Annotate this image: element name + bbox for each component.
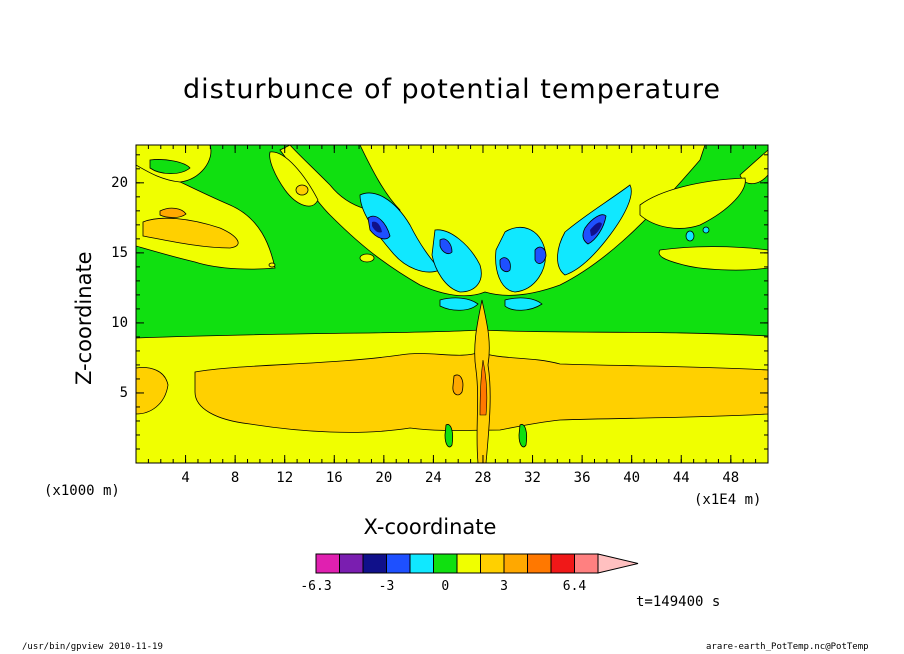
colorbar-swatch bbox=[339, 553, 364, 574]
colorbar-label: 3 bbox=[500, 579, 508, 594]
x-tick-marks bbox=[147, 145, 769, 463]
colorbar-swatch bbox=[362, 553, 387, 574]
upper-left-yellow bbox=[136, 164, 276, 270]
colorbar-swatch bbox=[409, 553, 434, 574]
colorbar-swatch bbox=[527, 553, 552, 574]
x-scale-label: (x1E4 m) bbox=[694, 492, 762, 508]
colorbar-label: -3 bbox=[378, 579, 395, 594]
colorbar-label: 0 bbox=[441, 579, 450, 594]
colorbar-arrow bbox=[597, 553, 639, 574]
colorbar bbox=[315, 553, 639, 574]
colorbar-label: 6.4 bbox=[562, 579, 587, 594]
x-tick-label: 8 bbox=[230, 470, 240, 486]
y-tick-label: 20 bbox=[111, 174, 128, 191]
contour-field bbox=[136, 145, 768, 463]
colorbar-swatch bbox=[386, 553, 411, 574]
time-label: t=149400 s bbox=[636, 594, 721, 610]
x-tick-label: 20 bbox=[375, 470, 393, 486]
x-tick-label: 44 bbox=[672, 470, 690, 486]
x-tick-label: 28 bbox=[474, 470, 492, 486]
upper-yellow-plume bbox=[279, 145, 706, 297]
x-tick-label: 4 bbox=[181, 470, 190, 486]
upper-left-orange bbox=[142, 217, 239, 249]
x-tick-label: 12 bbox=[276, 470, 294, 486]
x-tick-label: 48 bbox=[722, 470, 740, 486]
colorbar-swatch bbox=[503, 553, 528, 574]
y-tick-label: 15 bbox=[111, 244, 128, 261]
colorbar-swatch bbox=[456, 553, 481, 574]
y-tick-label: 10 bbox=[111, 314, 128, 331]
footer-program-date: /usr/bin/gpview 2010-11-19 bbox=[22, 642, 163, 652]
x-axis-label: X-coordinate bbox=[363, 515, 497, 539]
colorbar-swatch bbox=[574, 553, 599, 574]
colorbar-label: -6.3 bbox=[300, 579, 332, 594]
chart-title: disturbunce of potential temperature bbox=[183, 74, 721, 105]
x-tick-label: 36 bbox=[573, 470, 591, 486]
x-unit-label: (x1000 m) bbox=[44, 483, 120, 499]
x-tick-label: 16 bbox=[325, 470, 343, 486]
y-tick-marks bbox=[136, 154, 768, 450]
orange-band-left bbox=[136, 367, 169, 415]
x-tick-label: 32 bbox=[524, 470, 541, 486]
y-tick-label: 5 bbox=[119, 384, 128, 401]
footer-source: arare-earth_PotTemp.nc@PotTemp bbox=[706, 642, 869, 652]
x-tick-label: 40 bbox=[623, 470, 641, 486]
x-tick-label: 24 bbox=[424, 470, 442, 486]
plot-frame bbox=[135, 144, 769, 464]
colorbar-swatch bbox=[550, 553, 575, 574]
colorbar-swatch bbox=[433, 553, 458, 574]
y-axis-label: Z-coordinate bbox=[72, 251, 96, 385]
colorbar-swatch bbox=[315, 553, 340, 574]
colorbar-swatch bbox=[480, 553, 505, 574]
